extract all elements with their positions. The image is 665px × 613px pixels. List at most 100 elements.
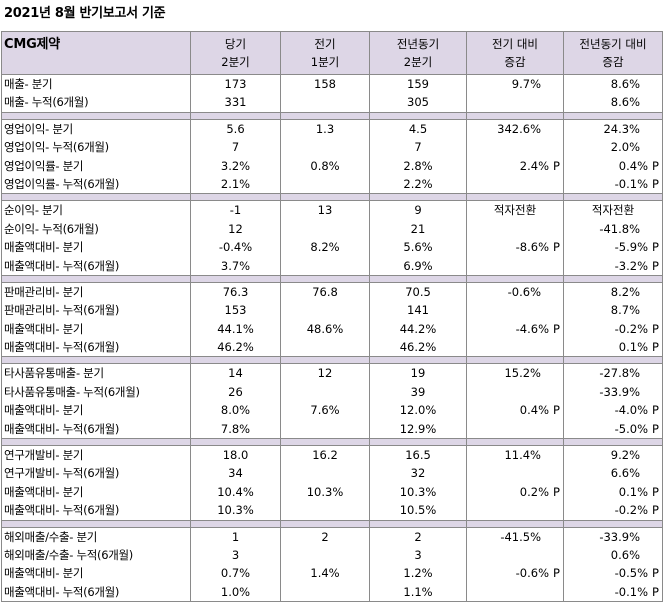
- cell-value: 12: [190, 219, 281, 239]
- cell-value: 10.3%: [369, 482, 467, 502]
- table-row: 해외매출/수출- 누적(6개월) 3 3 0.6%: [1, 545, 663, 565]
- cell-value: 2: [369, 527, 467, 546]
- cell-value: 15.2%: [466, 363, 564, 383]
- cell-value: [466, 93, 564, 113]
- cell-value: [280, 93, 370, 113]
- cell-number: 0.1%: [618, 340, 648, 355]
- cell-value: 48.6%: [280, 319, 370, 339]
- cell-value: 12.9%: [369, 419, 467, 440]
- cell-number: 0.1%: [618, 484, 648, 499]
- cell-value: 10.3%: [190, 501, 281, 521]
- table-row: 영업이익률- 분기 3.2% 0.8% 2.8% 2.4% P 0.4% P: [1, 156, 663, 175]
- cell-value: 331: [190, 93, 281, 113]
- percent-point-unit: P: [652, 258, 659, 273]
- col-header-line: 2분기: [221, 55, 250, 69]
- cell-value: 26: [190, 382, 281, 402]
- percent-point-unit: P: [652, 566, 659, 581]
- cell-number: -0.2%: [614, 321, 648, 336]
- percent-point-unit: P: [652, 240, 659, 255]
- cell-value: 159: [369, 74, 467, 94]
- cell-value: 3.7%: [190, 256, 281, 276]
- cell-value: 305: [369, 93, 467, 113]
- cell-value: -3.2% P: [563, 256, 663, 276]
- group-separator: [1, 356, 663, 365]
- cell-number: -5.9%: [614, 240, 648, 255]
- percent-point-unit: P: [652, 421, 659, 436]
- cell-value: 8.2%: [280, 238, 370, 257]
- percent-point-unit: P: [553, 158, 560, 173]
- col-header-line: 1분기: [310, 55, 340, 69]
- cell-value: [466, 256, 564, 276]
- cell-value: -41.5%: [466, 527, 564, 546]
- cell-value: 9: [369, 200, 467, 220]
- table-row: 영업이익률- 누적(6개월) 2.1% 2.2% -0.1% P: [1, 174, 663, 195]
- col-header-line: 증감: [602, 55, 624, 69]
- table-row: 매출액대비- 누적(6개월) 3.7% 6.9% -3.2% P: [1, 256, 663, 276]
- cell-value: 19: [369, 363, 467, 383]
- row-label: 판매관리비- 누적(6개월): [1, 301, 191, 320]
- cell-value: -0.2% P: [563, 319, 663, 339]
- cell-number: 2.4%: [519, 158, 549, 173]
- cell-value: 1.1%: [369, 582, 467, 603]
- cell-value: 0.1% P: [563, 482, 663, 502]
- row-label: 매출액대비- 누적(6개월): [1, 501, 191, 521]
- cell-value: [466, 301, 564, 320]
- percent-point-unit: P: [553, 321, 560, 336]
- group-separator: [1, 438, 663, 447]
- cell-value: [466, 419, 564, 440]
- cell-value: 2.2%: [369, 174, 467, 195]
- cell-value: -0.1% P: [563, 174, 663, 195]
- cell-value: 2.0%: [563, 138, 663, 157]
- cell-value: -27.8%: [563, 363, 663, 383]
- table-row: 판매관리비- 분기 76.3 76.8 70.5 -0.6% 8.2%: [1, 282, 663, 302]
- table-row: 매출액대비- 분기 0.7% 1.4% 1.2% -0.6% P -0.5% P: [1, 564, 663, 583]
- cell-value: 158: [280, 74, 370, 94]
- cell-value: 2.1%: [190, 174, 281, 195]
- cell-value: 1: [190, 527, 281, 546]
- cell-value: 13: [280, 200, 370, 220]
- col-header-line: 2분기: [403, 55, 433, 69]
- row-label: 연구개발비- 누적(6개월): [1, 464, 191, 483]
- cell-value: [280, 501, 370, 521]
- cell-value: 0.6%: [563, 545, 663, 565]
- col-header-line: 증감: [504, 55, 526, 69]
- row-label: 영업이익- 누적(6개월): [1, 138, 191, 157]
- cell-value: [280, 219, 370, 239]
- cell-value: 173: [190, 74, 281, 94]
- cell-value: 9.2%: [563, 445, 663, 465]
- cell-value: 8.2%: [563, 282, 663, 302]
- row-label: 타사품유통매출- 분기: [1, 363, 191, 383]
- cell-value: 9.7%: [466, 74, 564, 94]
- group-separator: [1, 193, 663, 202]
- cell-value: -0.6% P: [466, 564, 564, 583]
- percent-point-unit: P: [553, 403, 560, 418]
- cell-value: 12.0%: [369, 401, 467, 420]
- cell-value: [280, 419, 370, 440]
- cell-value: 10.4%: [190, 482, 281, 502]
- cell-value: -5.0% P: [563, 419, 663, 440]
- percent-point-unit: P: [652, 503, 659, 518]
- table-row: 매출액대비- 누적(6개월) 7.8% 12.9% -5.0% P: [1, 419, 663, 440]
- cell-number: 0.4%: [618, 158, 648, 173]
- table-row: 순이익- 분기 -1 13 9 적자전환 적자전환: [1, 200, 663, 220]
- cell-value: 18.0: [190, 445, 281, 465]
- row-label: 순이익- 누적(6개월): [1, 219, 191, 239]
- row-label: 매출- 분기: [1, 74, 191, 94]
- cell-value: -33.9%: [563, 382, 663, 402]
- row-label: 영업이익률- 분기: [1, 156, 191, 175]
- cell-value: 적자전환: [563, 200, 663, 220]
- col-header-line: 전년동기 대비: [579, 37, 647, 51]
- cell-value: 6.9%: [369, 256, 467, 276]
- row-label: 매출액대비- 분기: [1, 319, 191, 339]
- percent-point-unit: P: [553, 240, 560, 255]
- cell-value: 1.3: [280, 119, 370, 139]
- cell-value: 7: [190, 138, 281, 157]
- cell-value: 46.2%: [190, 338, 281, 358]
- table-row: 매출액대비- 분기 8.0% 7.6% 12.0% 0.4% P -4.0% P: [1, 401, 663, 420]
- cell-value: 0.4% P: [466, 401, 564, 420]
- row-label: 해외매출/수출- 분기: [1, 527, 191, 546]
- table-row: 매출액대비- 분기 44.1% 48.6% 44.2% -4.6% P -0.2% P: [1, 319, 663, 339]
- cell-value: -4.6% P: [466, 319, 564, 339]
- cell-value: 0.1% P: [563, 338, 663, 358]
